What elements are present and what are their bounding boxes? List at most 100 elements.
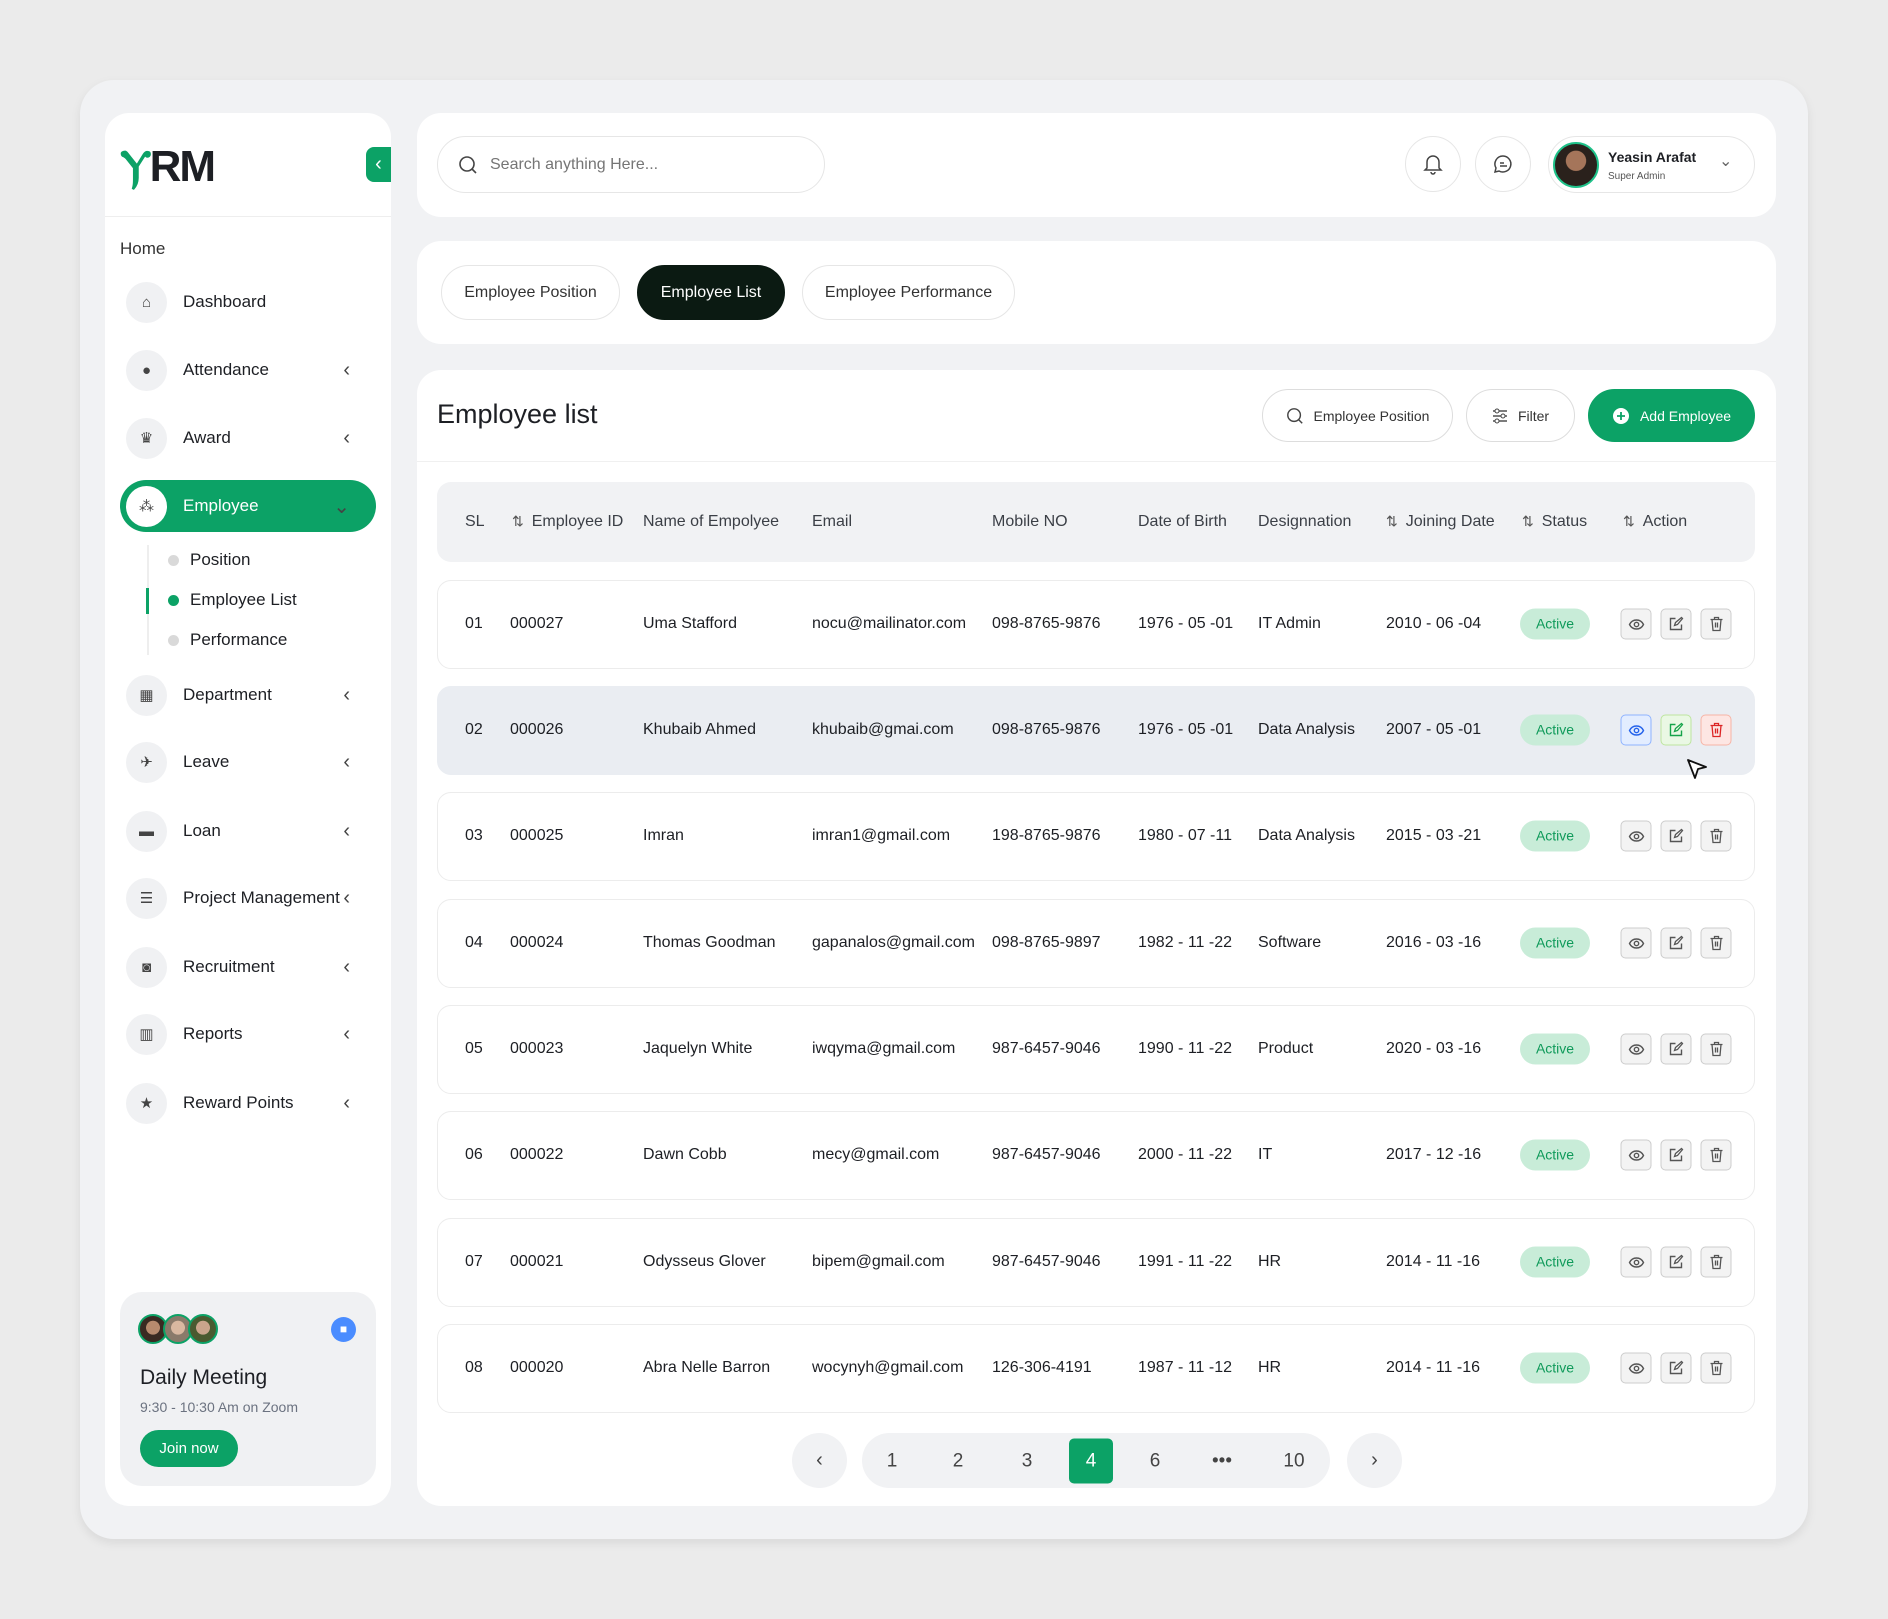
prev-page-button[interactable]: ‹: [792, 1433, 847, 1488]
bullet-icon: [168, 554, 179, 566]
page-2-button[interactable]: 2: [952, 1450, 964, 1471]
sidebar-item-department[interactable]: ▦ Department ‹: [120, 669, 376, 721]
edit-button[interactable]: [1660, 927, 1692, 959]
tab-employee-performance[interactable]: Employee Performance: [802, 265, 1015, 320]
view-button[interactable]: [1620, 1139, 1652, 1171]
chevron-left-icon: ‹: [343, 886, 350, 909]
delete-button[interactable]: [1700, 1033, 1732, 1065]
edit-icon: [1669, 1360, 1684, 1375]
sidebar-item-project-management[interactable]: ☰ Project Management ‹: [120, 872, 376, 924]
column-header[interactable]: ⇅ Employee ID: [512, 513, 623, 531]
column-header[interactable]: ⇅ Status: [1522, 513, 1587, 531]
view-button[interactable]: [1620, 1246, 1652, 1278]
notifications-button[interactable]: [1405, 136, 1461, 192]
edit-button[interactable]: [1660, 1246, 1692, 1278]
edit-button[interactable]: [1660, 1139, 1692, 1171]
view-button[interactable]: [1620, 1033, 1652, 1065]
chevron-right-icon: ›: [1371, 1449, 1378, 1471]
filter-button[interactable]: Filter: [1466, 389, 1575, 442]
cell-email: khubaib@gmai.com: [812, 721, 954, 738]
cell-joining-date: 2010 - 06 -04: [1386, 615, 1482, 632]
delete-button[interactable]: [1700, 608, 1732, 640]
bullet-icon: [168, 634, 179, 646]
column-label: Date of Birth: [1138, 513, 1227, 530]
edit-icon: [1669, 828, 1684, 843]
search-input[interactable]: [490, 155, 790, 174]
cell-email: mecy@gmail.com: [812, 1146, 940, 1163]
next-page-button[interactable]: ›: [1347, 1433, 1402, 1488]
cell-joining-date: 2014 - 11 -16: [1386, 1253, 1480, 1270]
plane-icon: ✈: [126, 741, 167, 783]
page-10-button[interactable]: 10: [1283, 1450, 1305, 1471]
submenu-item-position[interactable]: Position: [168, 550, 250, 570]
sidebar-item-dashboard[interactable]: ⌂ Dashboard: [120, 276, 376, 328]
join-now-button[interactable]: Join now: [140, 1430, 238, 1467]
edit-button[interactable]: [1660, 1033, 1692, 1065]
eye-icon: [1628, 830, 1644, 842]
avatar: [1553, 142, 1599, 188]
edit-button[interactable]: [1660, 714, 1692, 746]
cell-mobile-no: 987-6457-9046: [992, 1253, 1101, 1270]
cell-joining-date: 2015 - 03 -21: [1386, 827, 1482, 844]
submenu-item-employee-list[interactable]: Employee List: [168, 590, 297, 610]
view-button[interactable]: [1620, 1352, 1652, 1384]
cell-designnation: Product: [1258, 1040, 1314, 1057]
tab-employee-position[interactable]: Employee Position: [441, 265, 620, 320]
messages-button[interactable]: [1475, 136, 1531, 192]
delete-button[interactable]: [1700, 820, 1732, 852]
edit-button[interactable]: [1660, 1352, 1692, 1384]
search-bar[interactable]: [437, 136, 825, 193]
delete-button[interactable]: [1700, 714, 1732, 746]
column-header[interactable]: ⇅ Action: [1623, 513, 1687, 531]
edit-button[interactable]: [1660, 608, 1692, 640]
sidebar-item-recruitment[interactable]: ◙ Recruitment ‹: [120, 941, 376, 993]
sidebar-item-reward-points[interactable]: ★ Reward Points ‹: [120, 1077, 376, 1129]
delete-button[interactable]: [1700, 1139, 1732, 1171]
sidebar-item-label: Attendance: [183, 360, 270, 379]
edit-button[interactable]: [1660, 820, 1692, 852]
cell-sl: 03: [465, 827, 483, 844]
status-badge: Active: [1520, 714, 1590, 746]
view-button[interactable]: [1620, 820, 1652, 852]
sidebar-item-award[interactable]: ♛ Award ‹: [120, 412, 376, 464]
sidebar-item-label: Dashboard: [183, 292, 267, 311]
chevron-left-icon: ‹: [343, 426, 350, 449]
employee-position-search-button[interactable]: Employee Position: [1262, 389, 1453, 442]
team-icon: ⁂: [126, 485, 167, 527]
submenu-item-performance[interactable]: Performance: [168, 630, 287, 650]
tab-employee-list[interactable]: Employee List: [637, 265, 785, 320]
chevron-left-icon: ‹: [816, 1449, 823, 1471]
cell-sl: 06: [465, 1146, 483, 1163]
delete-button[interactable]: [1700, 927, 1732, 959]
eye-icon: [1628, 618, 1644, 630]
page-title: Employee list: [437, 399, 598, 429]
view-button[interactable]: [1620, 927, 1652, 959]
cell-employee-id: 000027: [510, 615, 564, 632]
collapse-sidebar-button[interactable]: ‹: [366, 147, 391, 182]
cell-date-of-birth: 1987 - 11 -12: [1138, 1359, 1232, 1376]
edit-icon: [1669, 616, 1684, 631]
page-1-button[interactable]: 1: [886, 1450, 898, 1471]
page-4-button[interactable]: 4: [1069, 1438, 1113, 1483]
sidebar-item-reports[interactable]: ▥ Reports ‹: [120, 1008, 376, 1060]
eye-icon: [1628, 937, 1644, 949]
page-3-button[interactable]: 3: [1021, 1450, 1033, 1471]
column-header[interactable]: ⇅ Joining Date: [1386, 513, 1495, 531]
divider: [105, 216, 391, 217]
delete-button[interactable]: [1700, 1352, 1732, 1384]
sidebar-item-attendance[interactable]: ● Attendance ‹: [120, 344, 376, 396]
column-header: Email: [812, 513, 852, 531]
sidebar-item-loan[interactable]: ▬ Loan ‹: [120, 805, 376, 857]
user-name: Yeasin Arafat: [1608, 149, 1697, 165]
add-employee-button[interactable]: Add Employee: [1588, 389, 1755, 442]
user-profile-menu[interactable]: Yeasin Arafat Super Admin ⌄: [1548, 136, 1755, 193]
view-button[interactable]: [1620, 608, 1652, 640]
sidebar-item-employee[interactable]: ⁂ Employee ⌄: [120, 480, 376, 532]
meeting-time: 9:30 - 10:30 Am on Zoom: [140, 1399, 298, 1415]
cell-designnation: Data Analysis: [1258, 827, 1355, 844]
delete-button[interactable]: [1700, 1246, 1732, 1278]
eye-icon: [1628, 1043, 1644, 1055]
sidebar-item-leave[interactable]: ✈ Leave ‹: [120, 736, 376, 788]
page-6-button[interactable]: 6: [1149, 1450, 1161, 1471]
view-button[interactable]: [1620, 714, 1652, 746]
